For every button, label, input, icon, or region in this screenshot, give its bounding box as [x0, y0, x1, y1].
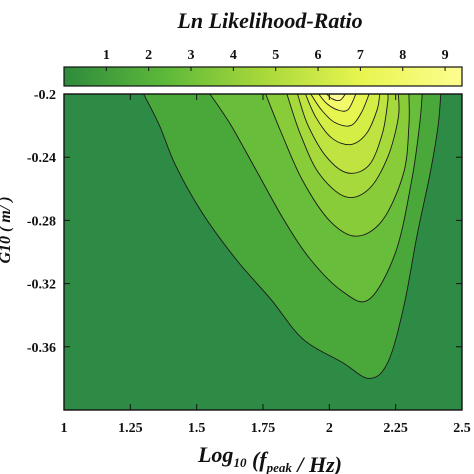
colorbar-tick-label: 6 [315, 48, 322, 63]
x-tick-label: 1 [61, 421, 68, 436]
colorbar-tick-label: 8 [399, 48, 406, 63]
colorbar-gradient [63, 66, 463, 87]
y-tick-label: -0.2 [34, 88, 56, 103]
y-tick-label: -0.32 [27, 278, 56, 293]
x-tick-label: 1.25 [118, 421, 143, 436]
chart-title: Ln Likelihood-Ratio [176, 8, 362, 33]
colorbar: 1 2 3 4 5 6 7 8 9 [63, 48, 463, 87]
x-tick-label: 2.5 [453, 421, 471, 436]
plot-area [63, 87, 463, 411]
colorbar-tick-label: 4 [230, 48, 237, 63]
y-axis: -0.2 -0.24 -0.28 -0.32 -0.36 [27, 88, 462, 356]
colorbar-gap [64, 87, 462, 93]
y-tick-label: -0.28 [27, 214, 56, 229]
contour-level-8 [318, 94, 357, 112]
x-tick-label: 1.75 [251, 421, 276, 436]
y-tick-label: -0.36 [27, 341, 56, 356]
colorbar-tick-label: 3 [188, 48, 195, 63]
x-tick-label: 2 [326, 421, 333, 436]
x-axis: 1 1.25 1.5 1.75 2 2.25 2.5 [61, 94, 471, 436]
y-tick-label: -0.24 [27, 151, 56, 166]
colorbar-tick-label: 2 [145, 48, 152, 63]
colorbar-tick-label: 1 [103, 48, 110, 63]
colorbar-tick-label: 9 [442, 48, 449, 63]
y-axis-label: G10 ( m/ ) [0, 196, 14, 263]
x-axis-label: Log10 (fpeak / Hz) [197, 442, 342, 474]
x-tick-label: 2.25 [383, 421, 408, 436]
colorbar-tick-label: 7 [357, 48, 364, 63]
colorbar-tick-label: 5 [272, 48, 279, 63]
x-tick-label: 1.5 [188, 421, 206, 436]
